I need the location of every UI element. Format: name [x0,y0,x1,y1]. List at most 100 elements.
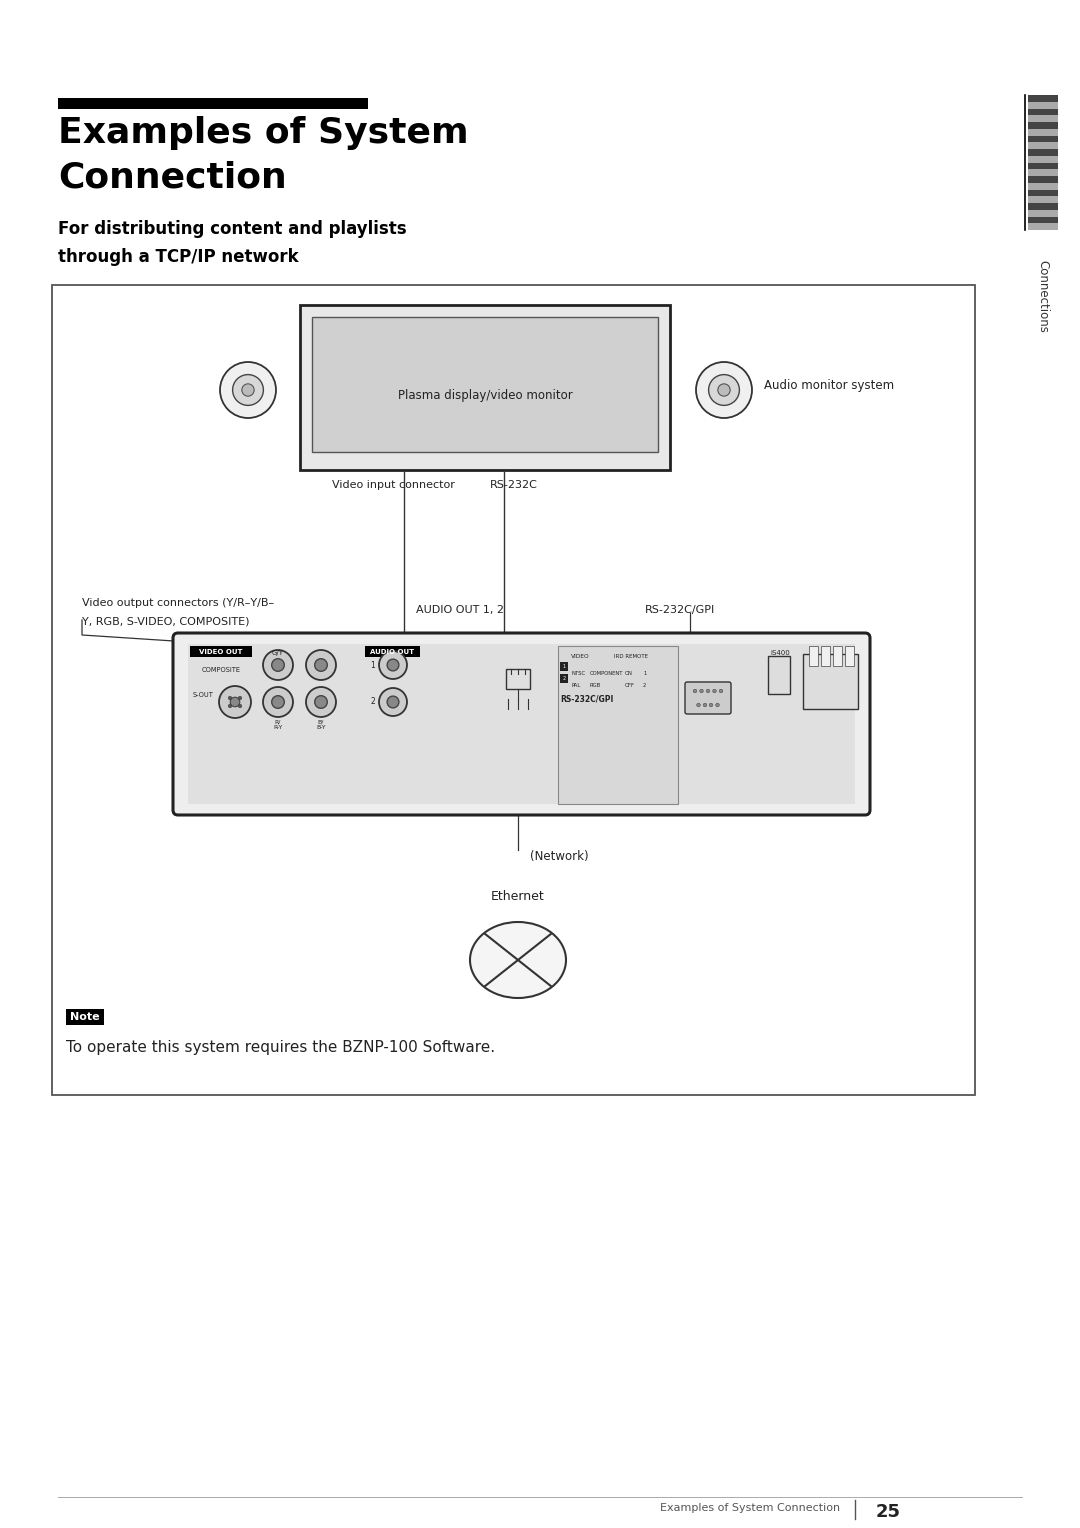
Bar [1028,102,1058,108]
Text: For distributing content and playlists: For distributing content and playlists [58,220,407,238]
Text: Y, RGB, S-VIDEO, COMPOSITE): Y, RGB, S-VIDEO, COMPOSITE) [82,616,249,626]
Bar [1028,170,1058,176]
Text: RS-232C/GPI: RS-232C/GPI [645,605,715,614]
Text: through a TCP/IP network: through a TCP/IP network [58,248,299,266]
Circle shape [306,688,336,717]
Text: VIDEO: VIDEO [570,654,590,659]
Bar [558,646,678,804]
Bar [1028,108,1058,115]
Circle shape [306,649,336,680]
Text: Plasma display/video monitor: Plasma display/video monitor [397,390,572,402]
Bar [1028,203,1058,209]
Text: Connections: Connections [1037,260,1050,333]
Circle shape [379,651,407,678]
Text: (Network): (Network) [530,850,589,863]
Circle shape [700,689,703,692]
Bar [52,286,975,1096]
Bar [561,662,568,671]
Text: RGB: RGB [590,683,602,688]
Text: RS-232C/GPI: RS-232C/GPI [561,694,613,703]
Circle shape [693,689,697,692]
Bar [1028,189,1058,196]
Circle shape [719,689,723,692]
Text: R/
R-Y: R/ R-Y [273,720,283,730]
Bar [190,646,252,657]
Text: PAL: PAL [571,683,580,688]
Bar [1028,196,1058,203]
Bar [188,643,855,804]
Text: 1: 1 [370,660,375,669]
Circle shape [272,659,284,671]
Circle shape [708,374,740,405]
Text: RS-232C: RS-232C [489,480,538,490]
Bar [1028,128,1058,136]
Bar [1028,142,1058,150]
Bar [1028,150,1058,156]
Text: To operate this system requires the BZNP-100 Software.: To operate this system requires the BZNP… [66,1041,495,1054]
Circle shape [387,697,399,707]
Circle shape [379,688,407,717]
Text: Ethernet: Ethernet [491,889,545,903]
Text: 2: 2 [643,683,646,688]
Circle shape [713,689,716,692]
Text: 25: 25 [876,1504,901,1520]
Text: IRD REMOTE: IRD REMOTE [615,654,648,659]
Circle shape [239,704,242,707]
Text: Examples of System: Examples of System [58,116,469,150]
Circle shape [228,704,232,707]
Text: Video input connector: Video input connector [333,480,455,490]
Text: AUDIO OUT 1, 2: AUDIO OUT 1, 2 [416,605,504,614]
Text: OFF: OFF [625,683,635,688]
Circle shape [242,384,254,396]
Circle shape [710,703,713,707]
Bar [1028,122,1058,128]
Text: 1: 1 [563,663,566,669]
Circle shape [228,697,232,700]
Text: Connection: Connection [58,160,287,194]
Circle shape [716,703,719,707]
Bar [312,316,658,452]
Bar [1028,95,1058,102]
Bar [804,654,858,709]
Circle shape [706,689,710,692]
Bar [365,646,420,657]
Bar [1028,209,1058,217]
Circle shape [703,703,706,707]
Text: 1: 1 [643,671,646,675]
Circle shape [219,686,251,718]
Text: Video output connectors (Y/R–Y/B–: Video output connectors (Y/R–Y/B– [82,597,274,608]
Circle shape [272,695,284,709]
Text: Audio monitor system: Audio monitor system [764,379,894,391]
Circle shape [387,659,399,671]
Bar [1028,156,1058,162]
Bar [507,669,530,689]
Circle shape [718,384,730,396]
FancyBboxPatch shape [173,633,870,814]
Text: COMPOSITE: COMPOSITE [202,668,241,672]
Circle shape [314,695,327,709]
Bar [1028,217,1058,223]
Circle shape [230,697,240,707]
Text: COMPONENT: COMPONENT [590,671,623,675]
Circle shape [220,362,276,419]
Bar [809,646,818,666]
Bar [300,306,670,471]
Text: ON: ON [625,671,633,675]
Text: Examples of System Connection: Examples of System Connection [660,1504,840,1513]
Bar [1028,183,1058,189]
Circle shape [697,703,700,707]
Ellipse shape [470,921,566,998]
Bar [1028,115,1058,122]
Text: Note: Note [70,1012,99,1022]
Bar [1028,176,1058,183]
Text: AUDIO OUT: AUDIO OUT [370,648,414,654]
Bar [821,646,831,666]
Text: iS400: iS400 [770,649,789,656]
Bar [58,98,368,108]
Text: 2: 2 [563,675,566,680]
Text: B/
B-Y: B/ B-Y [316,720,326,730]
Bar [845,646,854,666]
Text: VIDEO OUT: VIDEO OUT [199,648,243,654]
FancyBboxPatch shape [685,681,731,714]
Text: NTSC: NTSC [571,671,585,675]
